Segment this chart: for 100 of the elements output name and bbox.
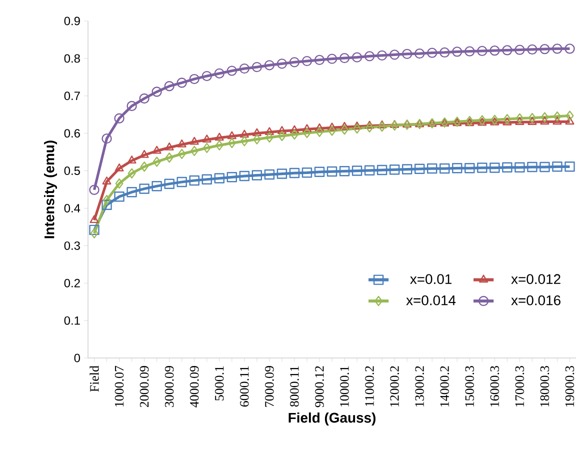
x-tick-label: 11000.2 [365,366,374,406]
point [376,50,388,61]
point [316,126,324,137]
point [528,117,537,125]
point [202,134,212,143]
point [165,152,174,163]
point [276,58,288,69]
point [239,170,250,182]
point [464,46,475,56]
point [527,44,538,55]
point [552,116,562,125]
x-tick-label: Field [90,366,99,392]
x-tick-label: 3000.09 [164,366,174,407]
point [340,122,350,130]
point [289,168,300,178]
point [414,48,425,59]
point [115,178,124,189]
point [290,129,298,140]
point [503,114,512,124]
point [528,112,536,124]
point [378,120,387,128]
point [478,115,486,126]
x-axis-title: Field (Gauss) [288,412,376,426]
point [276,168,288,179]
point [390,120,400,128]
point [565,116,574,125]
x-tick-label: 15000.3 [465,366,474,406]
point [390,120,399,131]
point [190,136,199,145]
point [552,162,562,172]
point [540,116,550,125]
point [202,142,211,154]
x-tick-label: 1000.07 [114,366,124,406]
point [303,128,311,138]
point [414,164,425,174]
point [127,156,136,164]
point [452,46,462,57]
point [352,166,362,176]
x-tick-label: 12000.2 [390,366,399,406]
point [352,52,362,62]
point [366,122,374,132]
point [515,117,524,125]
point [490,114,499,125]
point [389,50,400,60]
point [552,44,562,54]
point [128,168,136,178]
point [465,118,474,126]
point [339,166,350,176]
y-tick-label: 0 [74,354,80,362]
point [139,93,150,104]
point [553,111,562,122]
point [490,117,500,126]
point [353,123,361,134]
point [540,44,550,54]
point [176,78,187,88]
x-tick-label: 8000.11 [290,366,299,407]
point [376,164,388,176]
point [190,146,198,156]
y-tick-label: 0.9 [64,16,80,26]
point [152,156,161,167]
y-tick-label: 0.4 [64,204,80,212]
point [102,200,112,210]
point [164,178,174,189]
point [402,48,412,60]
point [277,126,286,134]
x-tick-label: 13000.2 [415,366,424,406]
point [239,63,250,74]
point [214,132,224,141]
point [427,48,438,58]
point [440,47,450,58]
point [202,174,212,184]
legend-label: x=0.016 [511,295,560,306]
point [378,121,386,132]
point [114,113,124,124]
point [164,142,174,150]
point [477,162,488,173]
point [226,172,237,182]
point [527,162,538,172]
point [464,163,475,174]
x-tick-label: 9000.12 [315,366,324,408]
y-tick-label: 0.8 [64,54,80,63]
point [278,130,286,142]
point [290,125,299,134]
point [176,176,187,188]
point [365,120,374,129]
point [189,175,200,186]
point [178,148,186,160]
point [466,116,474,126]
x-tick-label: 4000.09 [190,366,199,408]
point [289,57,300,68]
point [90,228,98,238]
point [89,184,100,195]
point [126,100,137,112]
point [152,146,162,154]
point [126,187,137,198]
x-tick-label: 14000.2 [440,366,450,406]
point [478,118,487,126]
point [102,194,111,206]
point [140,162,148,172]
point [452,163,462,174]
